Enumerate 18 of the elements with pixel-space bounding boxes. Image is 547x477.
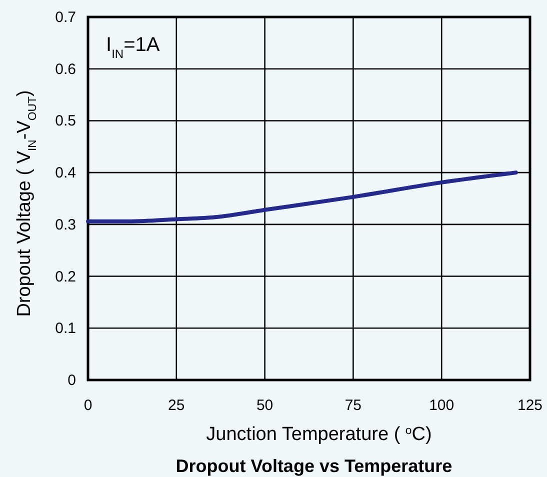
y-tick-label: 0.6 [55,60,76,78]
y-tick-label: 0 [68,372,76,389]
y-tick-label: 0.5 [55,112,76,130]
y-tick-label: 0.2 [55,268,76,286]
x-tick-label: 0 [84,397,92,414]
x-tick-label: 50 [256,397,274,414]
text: Dropout Voltage vs Temperature [176,456,452,476]
y-tick-label: 0.4 [55,164,76,182]
x-tick-label: 75 [344,397,362,414]
x-tick-label: 25 [168,397,185,414]
annotation: I$_{IN}$=1A [106,34,160,61]
y-tick-label: 0.1 [55,320,76,338]
x-axis-title: Junction Temperature ( $^{o}$C) [206,424,432,445]
y-tick-label: 0.7 [55,9,76,26]
line-series [86,170,518,224]
x-tick-label: 100 [429,397,454,414]
y-tick-label: 0.3 [55,216,76,234]
x-tick-label: 125 [517,397,543,414]
